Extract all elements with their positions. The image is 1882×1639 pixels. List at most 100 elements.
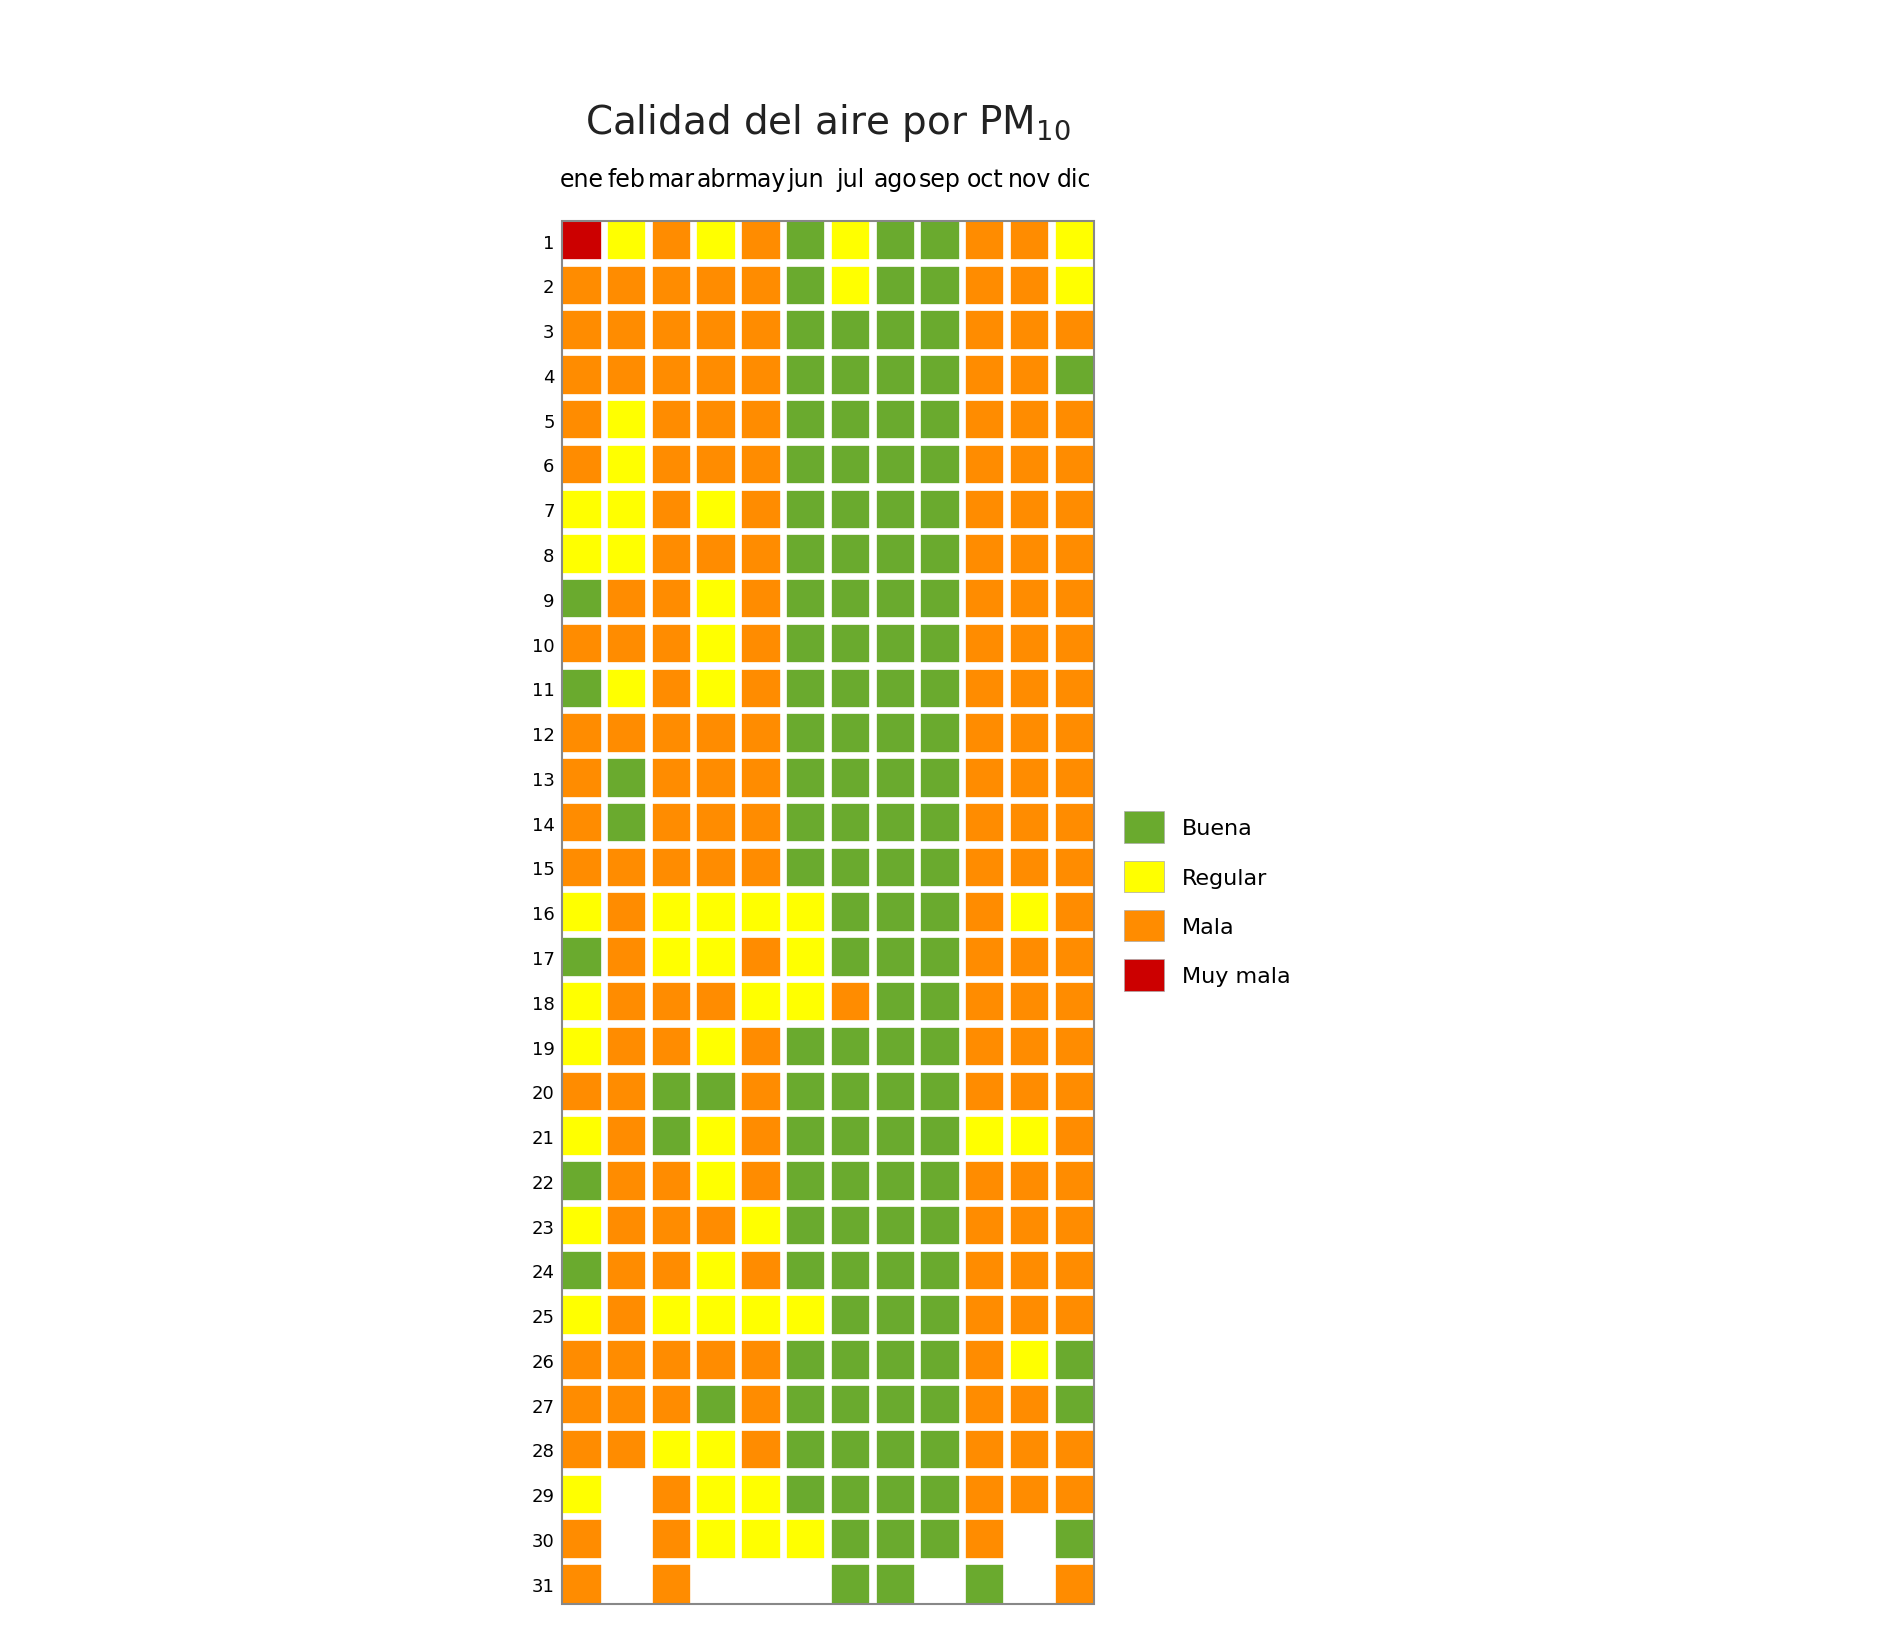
Bar [920, 1162, 960, 1201]
Bar [651, 446, 691, 485]
Bar [787, 1116, 826, 1155]
Bar [920, 400, 960, 441]
Bar [787, 1564, 826, 1603]
Bar [606, 669, 646, 708]
Bar [830, 1519, 869, 1559]
Bar [563, 1429, 602, 1469]
Bar [606, 893, 646, 933]
Bar [1054, 1519, 1093, 1559]
Bar [787, 803, 826, 842]
Bar [875, 1519, 915, 1559]
Bar [965, 982, 1005, 1021]
Bar [563, 534, 602, 574]
Bar [742, 356, 781, 395]
Bar [563, 1296, 602, 1336]
Bar [1054, 400, 1093, 441]
Bar [742, 221, 781, 261]
Bar [830, 803, 869, 842]
Bar [696, 1116, 736, 1155]
Bar [651, 580, 691, 620]
Bar [1054, 1429, 1093, 1469]
Bar [651, 624, 691, 664]
Bar [606, 849, 646, 888]
Bar [920, 849, 960, 888]
Bar [875, 446, 915, 485]
Bar [563, 580, 602, 620]
Bar [920, 893, 960, 933]
Bar [920, 624, 960, 664]
Bar [875, 1341, 915, 1380]
Bar [742, 1429, 781, 1469]
Bar [1054, 1116, 1093, 1155]
Bar [651, 1072, 691, 1111]
Bar [875, 759, 915, 798]
Bar [1054, 982, 1093, 1021]
Bar [830, 982, 869, 1021]
Bar [965, 1429, 1005, 1469]
Bar [787, 849, 826, 888]
Bar [1011, 1028, 1050, 1067]
Bar [965, 267, 1005, 306]
Bar [606, 1564, 646, 1603]
Bar [696, 893, 736, 933]
Bar [965, 1251, 1005, 1290]
Bar [1054, 356, 1093, 395]
Bar [830, 1429, 869, 1469]
Bar [787, 1251, 826, 1290]
Bar [1011, 1296, 1050, 1336]
Bar [920, 1341, 960, 1380]
Bar [830, 580, 869, 620]
Bar [742, 982, 781, 1021]
Bar [875, 1162, 915, 1201]
Bar [830, 221, 869, 261]
Bar [563, 356, 602, 395]
Bar [1054, 1072, 1093, 1111]
Bar [696, 1251, 736, 1290]
Bar [965, 893, 1005, 933]
Bar [651, 1028, 691, 1067]
Bar [651, 1429, 691, 1469]
Bar [787, 1519, 826, 1559]
Bar [1054, 1028, 1093, 1067]
Bar [920, 715, 960, 754]
Bar [742, 803, 781, 842]
Bar [920, 1296, 960, 1336]
Bar [920, 1206, 960, 1246]
Bar [696, 803, 736, 842]
Bar [563, 1341, 602, 1380]
Bar [787, 267, 826, 306]
Bar [563, 1475, 602, 1514]
Bar [696, 1162, 736, 1201]
Bar [875, 1116, 915, 1155]
Bar [787, 1296, 826, 1336]
Bar [1011, 1429, 1050, 1469]
Bar [696, 1385, 736, 1424]
Bar [830, 938, 869, 977]
Bar [696, 1564, 736, 1603]
Bar [563, 893, 602, 933]
Bar [920, 759, 960, 798]
Bar [742, 311, 781, 351]
Bar [563, 1116, 602, 1155]
Bar [563, 1251, 602, 1290]
Bar [606, 221, 646, 261]
Bar [787, 1028, 826, 1067]
Bar [787, 669, 826, 708]
Bar [830, 1385, 869, 1424]
Bar [1054, 715, 1093, 754]
Bar [606, 715, 646, 754]
Bar [1054, 221, 1093, 261]
Bar [606, 1072, 646, 1111]
Bar [787, 1206, 826, 1246]
Bar [651, 311, 691, 351]
Bar [1054, 267, 1093, 306]
Bar [875, 624, 915, 664]
Bar [875, 400, 915, 441]
Bar [651, 534, 691, 574]
Bar [606, 446, 646, 485]
Bar [563, 803, 602, 842]
Bar [696, 490, 736, 529]
Bar [787, 893, 826, 933]
Bar [875, 311, 915, 351]
Legend: Buena, Regular, Mala, Muy mala: Buena, Regular, Mala, Muy mala [1114, 801, 1302, 1001]
